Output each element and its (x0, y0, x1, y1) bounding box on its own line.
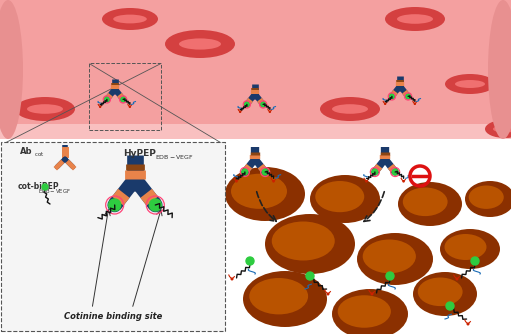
Text: Cotinine binding site: Cotinine binding site (64, 312, 162, 321)
Ellipse shape (418, 278, 462, 306)
Ellipse shape (332, 104, 368, 114)
Ellipse shape (445, 234, 486, 260)
Ellipse shape (357, 233, 433, 285)
Ellipse shape (385, 7, 445, 31)
Circle shape (52, 211, 54, 213)
Text: $\mathregular{cot}$: $\mathregular{cot}$ (34, 150, 44, 158)
Circle shape (389, 94, 394, 99)
Circle shape (446, 302, 454, 310)
Circle shape (327, 293, 329, 295)
Circle shape (236, 181, 237, 182)
Circle shape (273, 181, 274, 182)
Ellipse shape (413, 272, 477, 316)
Ellipse shape (338, 295, 391, 328)
Circle shape (306, 272, 314, 280)
Ellipse shape (465, 181, 511, 217)
Ellipse shape (440, 229, 500, 269)
Circle shape (414, 103, 415, 104)
Ellipse shape (493, 125, 511, 133)
Ellipse shape (249, 278, 308, 314)
Ellipse shape (165, 30, 235, 58)
Circle shape (403, 181, 404, 182)
Circle shape (246, 257, 254, 265)
Ellipse shape (272, 221, 335, 261)
Circle shape (242, 169, 248, 175)
Text: cot-biPEP: cot-biPEP (18, 182, 60, 191)
Ellipse shape (0, 0, 23, 139)
Ellipse shape (363, 239, 416, 273)
FancyBboxPatch shape (1, 142, 225, 331)
Text: HyPEP: HyPEP (124, 149, 156, 158)
Circle shape (129, 106, 130, 107)
Ellipse shape (231, 174, 287, 209)
FancyBboxPatch shape (0, 124, 511, 139)
Text: $\mathregular{EDB-VEGF}$: $\mathregular{EDB-VEGF}$ (38, 187, 71, 195)
FancyBboxPatch shape (0, 0, 511, 139)
Text: Ab: Ab (20, 147, 33, 156)
Circle shape (104, 97, 109, 102)
Circle shape (149, 199, 161, 211)
Circle shape (42, 184, 48, 190)
Ellipse shape (398, 182, 462, 226)
Circle shape (385, 103, 386, 104)
Circle shape (456, 278, 458, 280)
Circle shape (467, 323, 469, 325)
Circle shape (261, 102, 266, 107)
Circle shape (121, 97, 126, 102)
Ellipse shape (397, 14, 433, 24)
Circle shape (392, 169, 398, 175)
Circle shape (244, 102, 249, 107)
Circle shape (100, 106, 101, 107)
Ellipse shape (15, 97, 75, 121)
Ellipse shape (403, 187, 448, 216)
Circle shape (97, 222, 99, 225)
Circle shape (386, 272, 394, 280)
Ellipse shape (455, 80, 485, 88)
Ellipse shape (27, 104, 63, 114)
Circle shape (269, 111, 270, 112)
Ellipse shape (225, 167, 305, 221)
Ellipse shape (243, 271, 327, 327)
Ellipse shape (445, 74, 495, 94)
Circle shape (171, 222, 173, 225)
Ellipse shape (265, 214, 355, 274)
Circle shape (262, 169, 268, 175)
Ellipse shape (102, 8, 158, 30)
Ellipse shape (315, 181, 364, 212)
Text: $\mathregular{EDB-VEGF}$: $\mathregular{EDB-VEGF}$ (155, 153, 194, 161)
Ellipse shape (332, 289, 408, 334)
Circle shape (109, 199, 121, 211)
Ellipse shape (488, 0, 511, 139)
Ellipse shape (320, 97, 380, 121)
Ellipse shape (179, 38, 221, 50)
Ellipse shape (469, 185, 504, 209)
Circle shape (372, 169, 378, 175)
Circle shape (240, 111, 241, 112)
Circle shape (406, 94, 410, 99)
Circle shape (231, 278, 233, 280)
Ellipse shape (310, 175, 380, 223)
Ellipse shape (485, 120, 511, 138)
Circle shape (371, 293, 373, 295)
Circle shape (366, 181, 367, 182)
Ellipse shape (113, 15, 147, 23)
Circle shape (471, 257, 479, 265)
